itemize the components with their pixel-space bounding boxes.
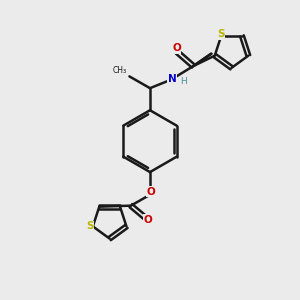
Text: O: O [144, 215, 152, 225]
Text: CH₃: CH₃ [112, 66, 126, 75]
Text: S: S [86, 221, 94, 231]
Text: H: H [180, 77, 187, 86]
Text: O: O [146, 187, 155, 196]
Text: O: O [172, 44, 181, 53]
Text: S: S [218, 29, 225, 39]
Text: N: N [168, 74, 176, 84]
